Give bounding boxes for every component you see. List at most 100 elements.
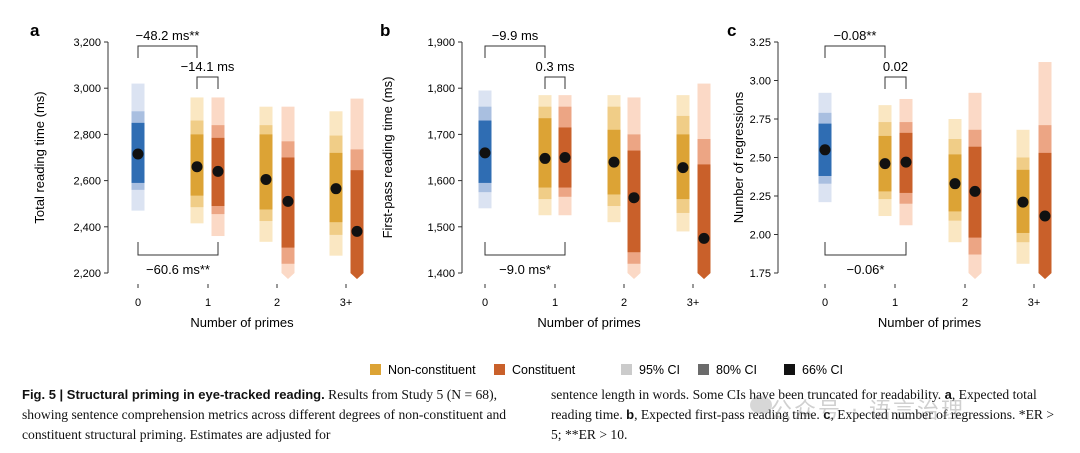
legend-swatch <box>621 364 632 375</box>
annotation-label: 0.3 ms <box>535 59 575 74</box>
caption-left: Fig. 5 | Structural priming in eye-track… <box>22 385 522 445</box>
y-tick-label: 1,600 <box>427 176 455 188</box>
x-tick-label: 3+ <box>687 297 700 309</box>
x-axis-label: Number of primes <box>537 315 641 330</box>
mean-point <box>969 185 981 197</box>
annotation-label: −48.2 ms** <box>136 28 200 43</box>
truncated-marker <box>350 273 364 279</box>
ci66-bar <box>538 118 552 188</box>
caption-right-line1: sentence length in words. Some CIs have … <box>551 387 942 402</box>
annotation-label: −9.0 ms* <box>499 262 551 277</box>
mean-point <box>539 152 551 164</box>
caption-panel-a-ref: a <box>944 387 952 402</box>
mean-point <box>330 183 342 195</box>
legend-label: 80% CI <box>716 363 757 377</box>
y-axis-label: Total reading time (ms) <box>32 91 47 223</box>
mean-point <box>949 178 961 190</box>
annotation-bracket <box>884 76 907 89</box>
legend: Non-constituent Constituent 95% CI 80% CI 66… <box>370 363 843 377</box>
chart-panel-b: b 1,400 1,500 1,600 1,700 1,800 1,900 First-pas… <box>380 21 711 330</box>
y-tick-label: 2,600 <box>73 176 101 188</box>
x-tick-label: 1 <box>892 297 898 309</box>
annotation-label: −0.08** <box>833 28 876 43</box>
caption-panel-b-ref: b <box>626 407 635 422</box>
y-tick-label: 2.25 <box>750 191 771 203</box>
legend-swatch <box>784 364 795 375</box>
mean-point <box>698 232 710 244</box>
mean-point <box>351 225 363 237</box>
truncated-marker <box>627 273 641 279</box>
truncated-marker <box>968 273 982 279</box>
annotation-label: −60.6 ms** <box>146 262 210 277</box>
truncated-marker <box>1038 273 1052 279</box>
x-tick-label: 2 <box>274 297 280 309</box>
y-tick-label: 2.50 <box>750 153 771 165</box>
y-tick-label: 2.75 <box>750 114 771 126</box>
caption-panel-c-ref: c <box>823 407 831 422</box>
y-tick-label: 1,500 <box>427 222 455 234</box>
legend-label: 66% CI <box>802 363 843 377</box>
ci66-bar <box>350 170 364 273</box>
y-tick-label: 1.75 <box>750 268 771 280</box>
panel-letter: a <box>30 21 40 40</box>
annotation-bracket <box>544 76 566 89</box>
y-tick-label: 3,000 <box>73 83 101 95</box>
mean-point <box>212 165 224 177</box>
x-tick-label: 0 <box>482 297 488 309</box>
y-axis-label: First-pass reading time (ms) <box>380 77 395 239</box>
caption-a-text: , Expected total reading time. <box>551 387 1037 422</box>
x-axis-label: Number of primes <box>190 315 294 330</box>
mean-point <box>260 173 272 185</box>
annotation-label: −14.1 ms <box>181 59 235 74</box>
x-tick-label: 1 <box>552 297 558 309</box>
x-tick-label: 0 <box>135 297 141 309</box>
x-tick-label: 0 <box>822 297 828 309</box>
caption-right: sentence length in words. Some CIs have … <box>551 385 1061 445</box>
annotation-bracket <box>484 242 566 256</box>
annotation-label: −0.06* <box>847 262 885 277</box>
caption-c-text: , Expected number of regressions. *ER > … <box>551 407 1055 442</box>
annotation-bracket <box>137 242 219 256</box>
legend-swatch <box>494 364 505 375</box>
chart-panel-a: a 2,200 2,400 2,600 2,800 3,000 3,200 Total rea… <box>30 21 364 330</box>
truncated-marker <box>697 273 711 279</box>
x-tick-label: 3+ <box>1028 297 1041 309</box>
truncated-marker <box>281 273 295 279</box>
y-tick-label: 2,800 <box>73 129 101 141</box>
annotation-bracket <box>137 45 198 58</box>
legend-label: Constituent <box>512 363 576 377</box>
panel-letter: c <box>727 21 736 40</box>
mean-point <box>628 192 640 204</box>
x-tick-label: 1 <box>205 297 211 309</box>
y-tick-label: 1,400 <box>427 268 455 280</box>
annotation-bracket <box>196 76 219 89</box>
y-tick-label: 2,400 <box>73 222 101 234</box>
y-tick-label: 3.25 <box>750 37 771 49</box>
caption-fig-label: Fig. 5 | Structural priming in eye-track… <box>22 387 325 402</box>
y-tick-label: 1,700 <box>427 129 455 141</box>
ci66-bar <box>259 134 273 210</box>
y-tick-label: 2,200 <box>73 268 101 280</box>
legend-swatch <box>370 364 381 375</box>
legend-label: Non-constituent <box>388 363 476 377</box>
mean-point <box>1017 196 1029 208</box>
mean-point <box>879 158 891 170</box>
mean-point <box>132 148 144 160</box>
x-tick-label: 2 <box>621 297 627 309</box>
y-tick-label: 3.00 <box>750 76 771 88</box>
x-tick-label: 3+ <box>340 297 353 309</box>
mean-point <box>900 156 912 168</box>
x-tick-label: 2 <box>962 297 968 309</box>
y-tick-label: 1,800 <box>427 83 455 95</box>
panel-letter: b <box>380 21 390 40</box>
y-tick-label: 1,900 <box>427 37 455 49</box>
watermark: 公众号 · 语言治理 <box>770 399 965 424</box>
mean-point <box>282 195 294 207</box>
annotation-bracket <box>824 45 886 58</box>
mean-point <box>479 147 491 159</box>
caption-left-text: Results from Study 5 (N = 68), showing s… <box>22 387 507 442</box>
annotation-bracket <box>484 45 546 58</box>
mean-point <box>819 144 831 156</box>
y-axis-label: Number of regressions <box>731 91 746 223</box>
annotation-label: −9.9 ms <box>492 28 539 43</box>
